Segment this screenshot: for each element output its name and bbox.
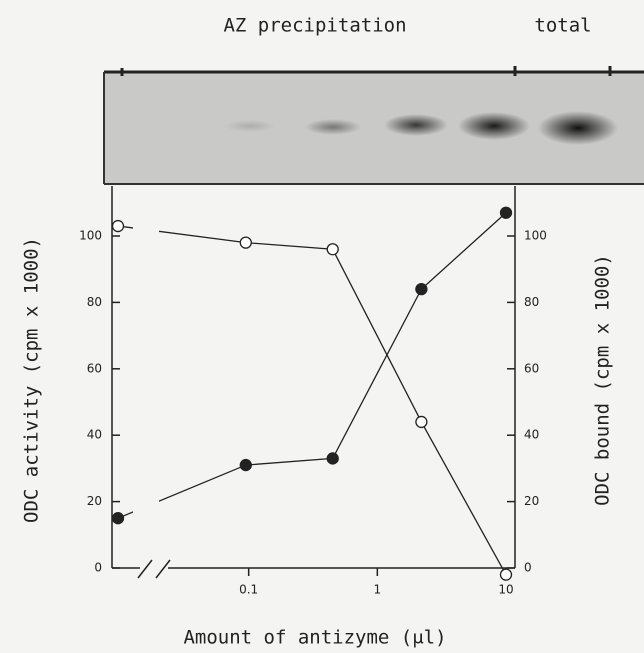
y2-tick-label: 60: [524, 361, 539, 375]
y2-tick-label: 100: [524, 229, 547, 243]
y-tick-label: 60: [87, 361, 102, 375]
data-point: [113, 513, 124, 524]
axes: [112, 186, 515, 578]
gel-image: [104, 66, 644, 184]
figure: AZ precipitation total Amount of antizym…: [0, 0, 644, 653]
axis-break-gap: [133, 200, 159, 540]
x-tick-label: 10: [498, 583, 513, 597]
data-point: [240, 460, 251, 471]
data-point: [416, 284, 427, 295]
y2-tick-label: 0: [524, 561, 532, 575]
data-point: [501, 569, 512, 580]
y2-tick-label: 20: [524, 494, 539, 508]
y2-tick-label: 40: [524, 428, 539, 442]
y-tick-label: 20: [87, 494, 102, 508]
y-tick-label: 40: [87, 428, 102, 442]
y-tick-label: 100: [79, 229, 102, 243]
y-tick-label: 80: [87, 295, 102, 309]
series-line: [118, 213, 506, 518]
x-tick-label: 0.1: [239, 583, 258, 597]
y-tick-label: 0: [94, 561, 102, 575]
header-label: AZ precipitation: [223, 15, 406, 37]
data-point: [501, 207, 512, 218]
data-point: [327, 453, 338, 464]
x-axis-label: Amount of antizyme (μl): [183, 627, 446, 649]
data-point: [240, 237, 251, 248]
y-axis-label: ODC activity (cpm x 1000): [21, 237, 43, 523]
y2-axis-label: ODC bound (cpm x 1000): [592, 254, 614, 506]
x-tick-label: 1: [374, 583, 382, 597]
data-point: [327, 244, 338, 255]
header-label: total: [534, 15, 591, 37]
series-line: [118, 226, 506, 575]
data-point: [113, 221, 124, 232]
data-point: [416, 416, 427, 427]
y2-tick-label: 80: [524, 295, 539, 309]
